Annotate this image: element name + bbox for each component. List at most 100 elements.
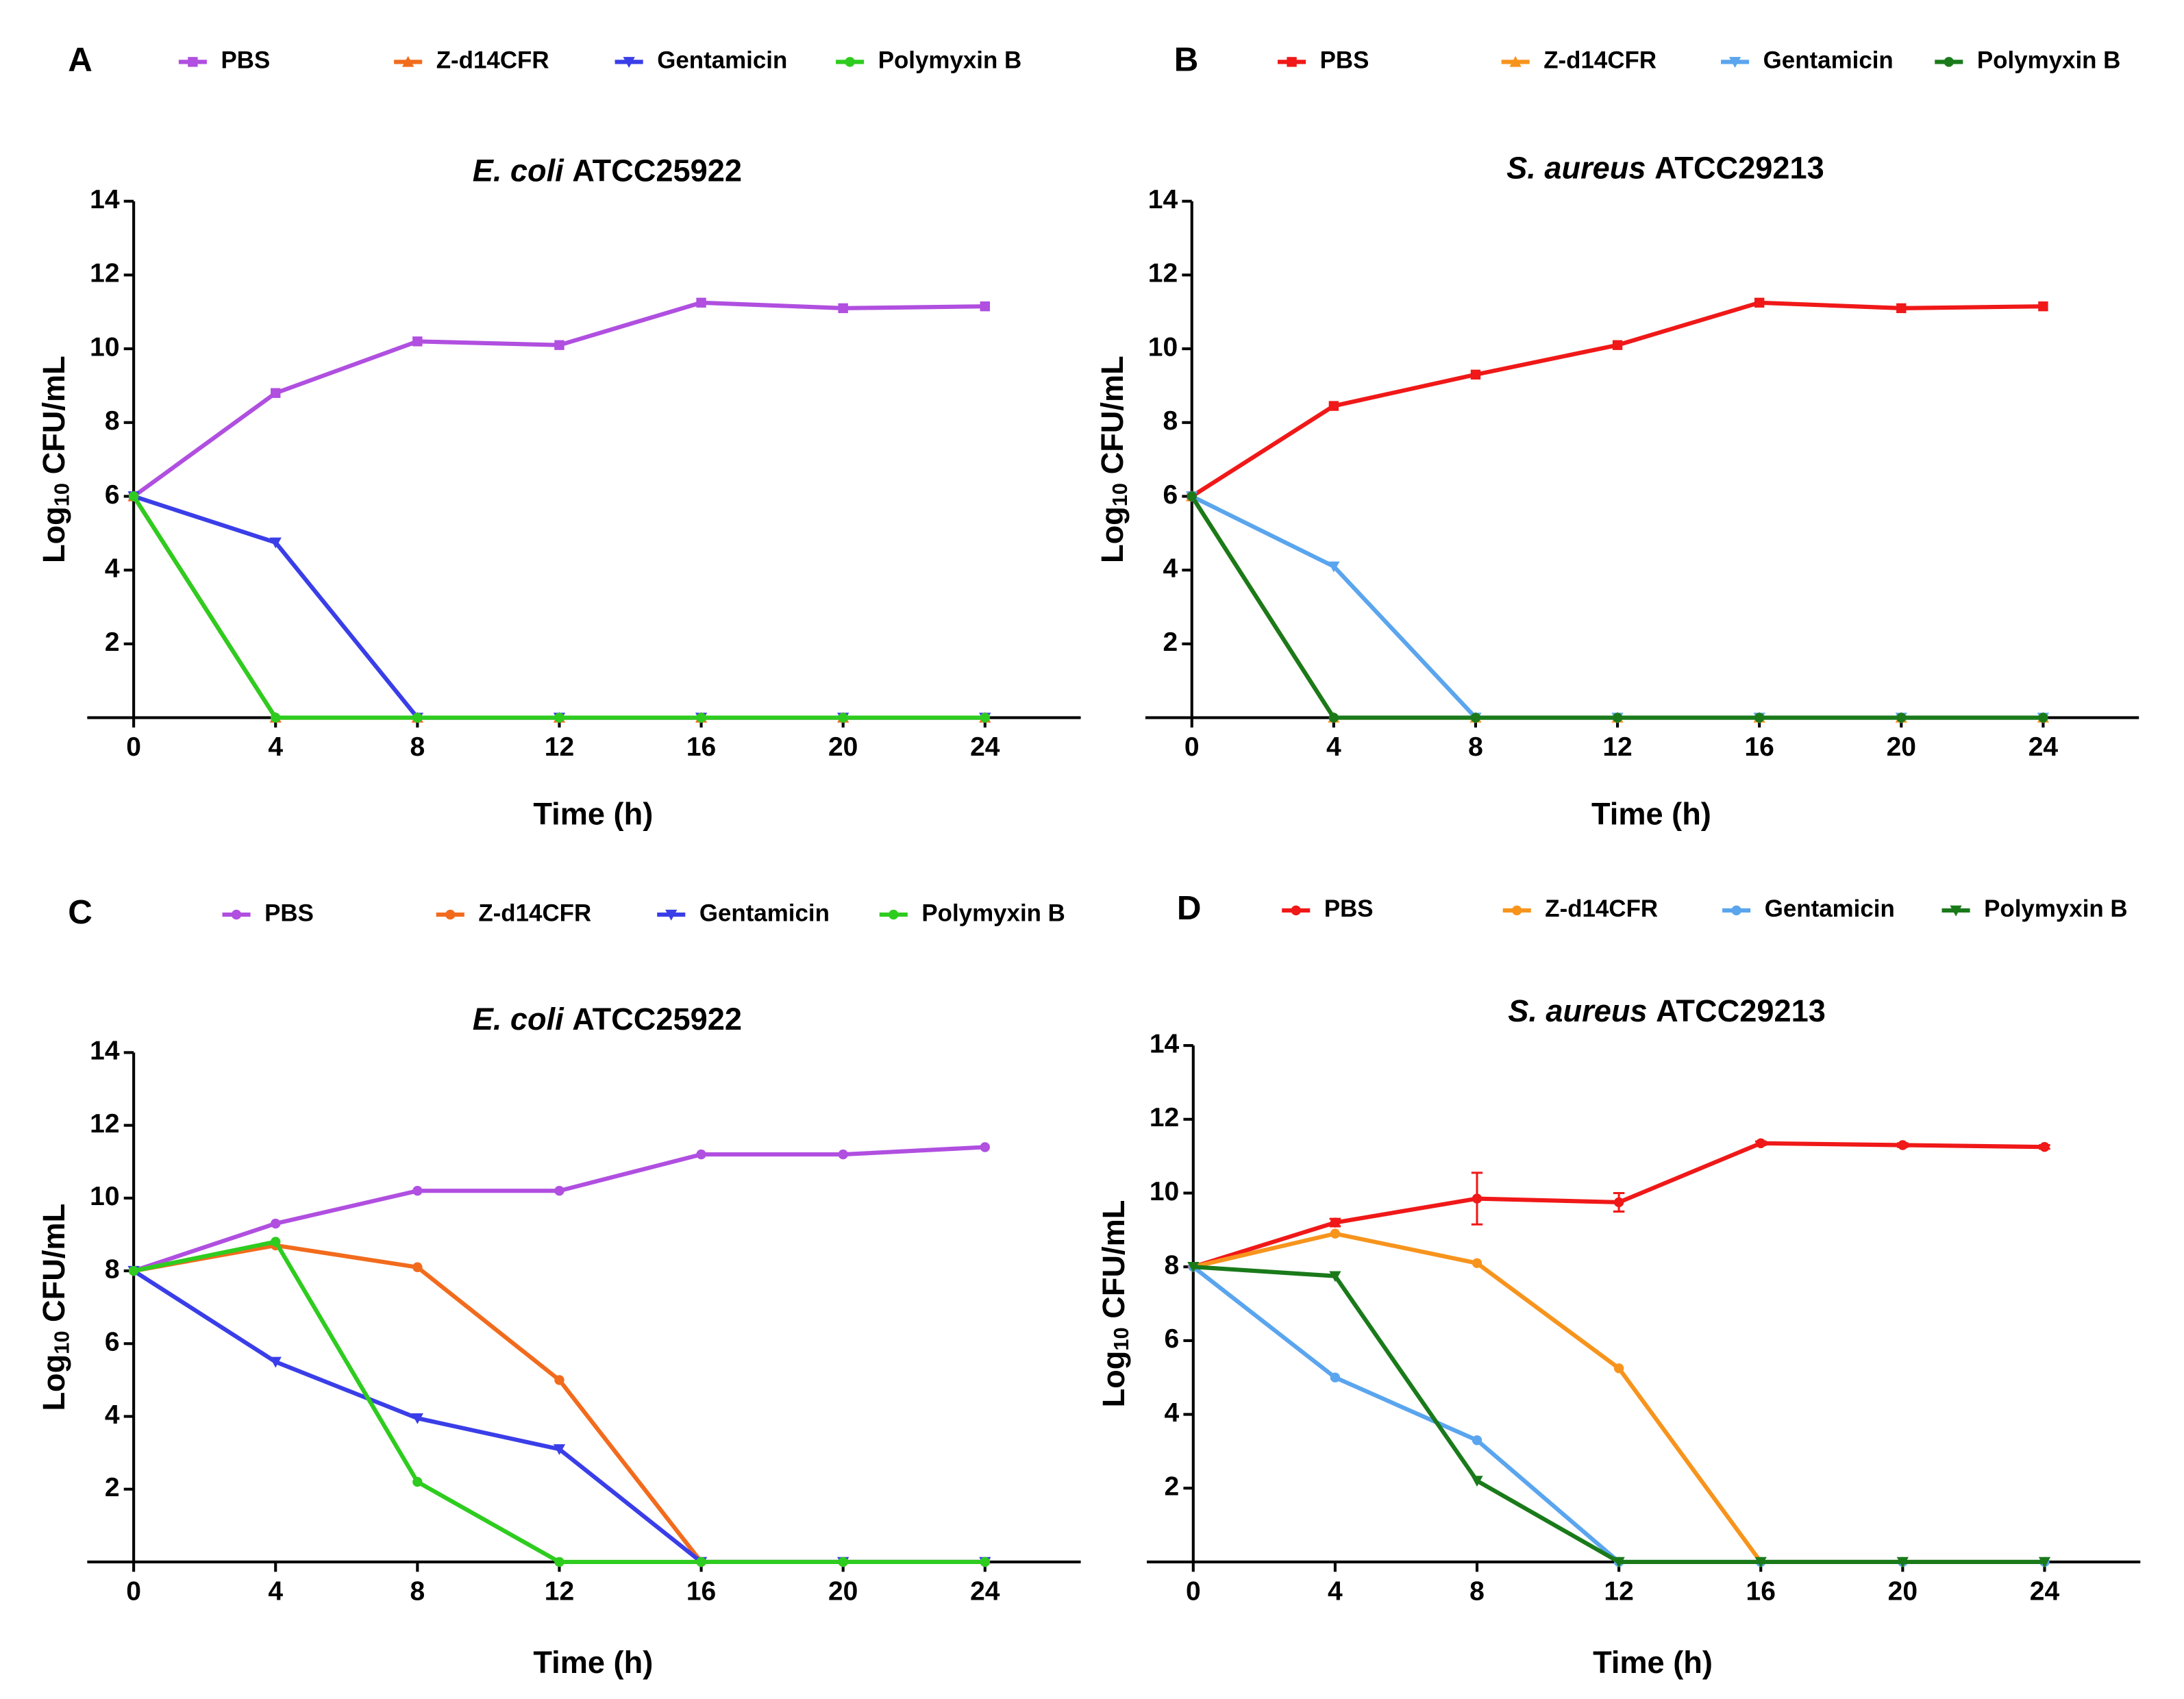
x-tick-label: 24	[970, 732, 1000, 762]
legend-label: Polymyxin B	[921, 900, 1065, 926]
y-tick-label: 4	[1163, 554, 1178, 583]
data-point	[271, 1237, 281, 1247]
y-label-base: Log	[1095, 506, 1130, 563]
data-point	[2038, 1557, 2051, 1568]
y-tick-label: 2	[1163, 628, 1178, 657]
panel-letter: D	[1177, 889, 1202, 927]
x-tick-label: 20	[1888, 1576, 1918, 1606]
y-axis-label: Log10 CFU/mL	[1095, 356, 1132, 563]
series-line	[132, 1269, 985, 1565]
y-tick-label: 6	[1165, 1324, 1180, 1354]
data-point	[1472, 1435, 1482, 1446]
title-italic: S. aureus	[1508, 993, 1647, 1028]
legend-label: Polymyxin B	[878, 47, 1022, 74]
y-label-sub: 10	[1109, 1327, 1133, 1350]
data-point	[412, 336, 423, 347]
title-italic: E. coli	[473, 1002, 564, 1037]
y-tick-label: 2	[105, 628, 120, 657]
data-point	[2039, 1142, 2050, 1152]
y-tick-label: 6	[105, 480, 120, 510]
x-tick-label: 16	[1746, 1576, 1776, 1606]
data-point	[1754, 712, 1765, 723]
data-point	[1472, 1258, 1482, 1268]
legend-label: PBS	[264, 900, 314, 926]
data-point	[1613, 1197, 1624, 1208]
legend-label: PBS	[1320, 47, 1369, 74]
x-tick-label: 12	[1604, 1576, 1633, 1606]
data-point	[1896, 1557, 1909, 1568]
x-tick-label: 16	[1744, 732, 1774, 762]
chart-title: S. aureus ATCC29213	[1506, 150, 1824, 185]
data-point	[980, 301, 990, 312]
x-tick-label: 16	[686, 1576, 716, 1606]
data-point	[412, 1476, 423, 1487]
y-label-base: Log	[36, 1354, 71, 1411]
legend-marker	[1509, 55, 1522, 67]
y-tick-label: 8	[1163, 406, 1178, 436]
legend-marker	[231, 909, 242, 920]
data-point	[1613, 1363, 1624, 1374]
y-tick-label: 10	[1148, 332, 1178, 362]
legend-label: Gentamicin	[1763, 47, 1894, 74]
data-point	[1328, 712, 1339, 723]
data-point	[838, 303, 848, 314]
data-point	[269, 537, 282, 549]
series-line	[1191, 300, 2044, 499]
y-label-space	[1095, 474, 1130, 483]
title-text	[1646, 150, 1655, 185]
series-line	[1193, 1265, 2045, 1565]
data-point	[2038, 301, 2048, 312]
legend-marker	[445, 909, 456, 920]
data-point	[554, 1557, 564, 1567]
data-point	[1613, 1557, 1625, 1568]
y-axis-label: Log10 CFU/mL	[36, 1204, 73, 1411]
data-point	[1328, 561, 1340, 573]
legend-marker	[665, 909, 678, 921]
x-axis-label: Time (h)	[533, 796, 653, 831]
data-point	[1330, 1372, 1341, 1382]
legend-label: PBS	[221, 47, 270, 74]
series-line	[1191, 1265, 2045, 1565]
y-label-unit: CFU/mL	[36, 1204, 71, 1322]
series-line	[133, 1145, 985, 1273]
y-tick-label: 14	[1148, 185, 1178, 214]
legend-marker	[1731, 905, 1741, 916]
y-label-space	[36, 474, 71, 483]
data-point	[696, 712, 706, 723]
data-point	[1754, 1557, 1767, 1568]
y-tick-label: 10	[1150, 1177, 1179, 1206]
y-label-sub: 10	[50, 483, 74, 506]
data-point	[554, 340, 564, 350]
y-label-space	[1096, 1319, 1131, 1328]
legend-marker	[402, 55, 414, 67]
data-point	[412, 1262, 423, 1272]
legend-marker	[623, 57, 635, 69]
data-point	[1612, 712, 1623, 723]
data-point	[554, 1375, 564, 1385]
x-axis-label: Time (h)	[1591, 796, 1711, 831]
panel-letter: C	[68, 893, 92, 931]
y-tick-label: 2	[1165, 1472, 1180, 1502]
data-point	[1328, 401, 1339, 411]
x-axis-label: Time (h)	[1593, 1645, 1713, 1680]
x-tick-label: 8	[1468, 732, 1483, 762]
title-text	[1648, 993, 1656, 1028]
series-line	[132, 495, 985, 720]
figure-body: A PBS Z-d14CFR Gentamicin Polymyxin B E. coli…	[36, 40, 2141, 1680]
data-point	[1470, 712, 1481, 723]
chart-title: E. coli ATCC25922	[473, 153, 742, 188]
data-point	[554, 1186, 564, 1196]
x-tick-label: 8	[410, 732, 425, 762]
data-point	[1896, 712, 1907, 723]
x-tick-label: 4	[268, 1576, 283, 1606]
legend-label: Z-d14CFR	[1545, 895, 1658, 922]
y-label-unit: CFU/mL	[1096, 1200, 1131, 1319]
title-text	[564, 1002, 573, 1037]
data-point	[553, 1444, 566, 1455]
x-tick-label: 20	[1887, 732, 1916, 762]
data-point	[696, 1149, 706, 1160]
legend-marker	[1287, 57, 1297, 67]
x-axis-label: Time (h)	[533, 1645, 653, 1680]
legend-label: Gentamicin	[699, 900, 830, 926]
